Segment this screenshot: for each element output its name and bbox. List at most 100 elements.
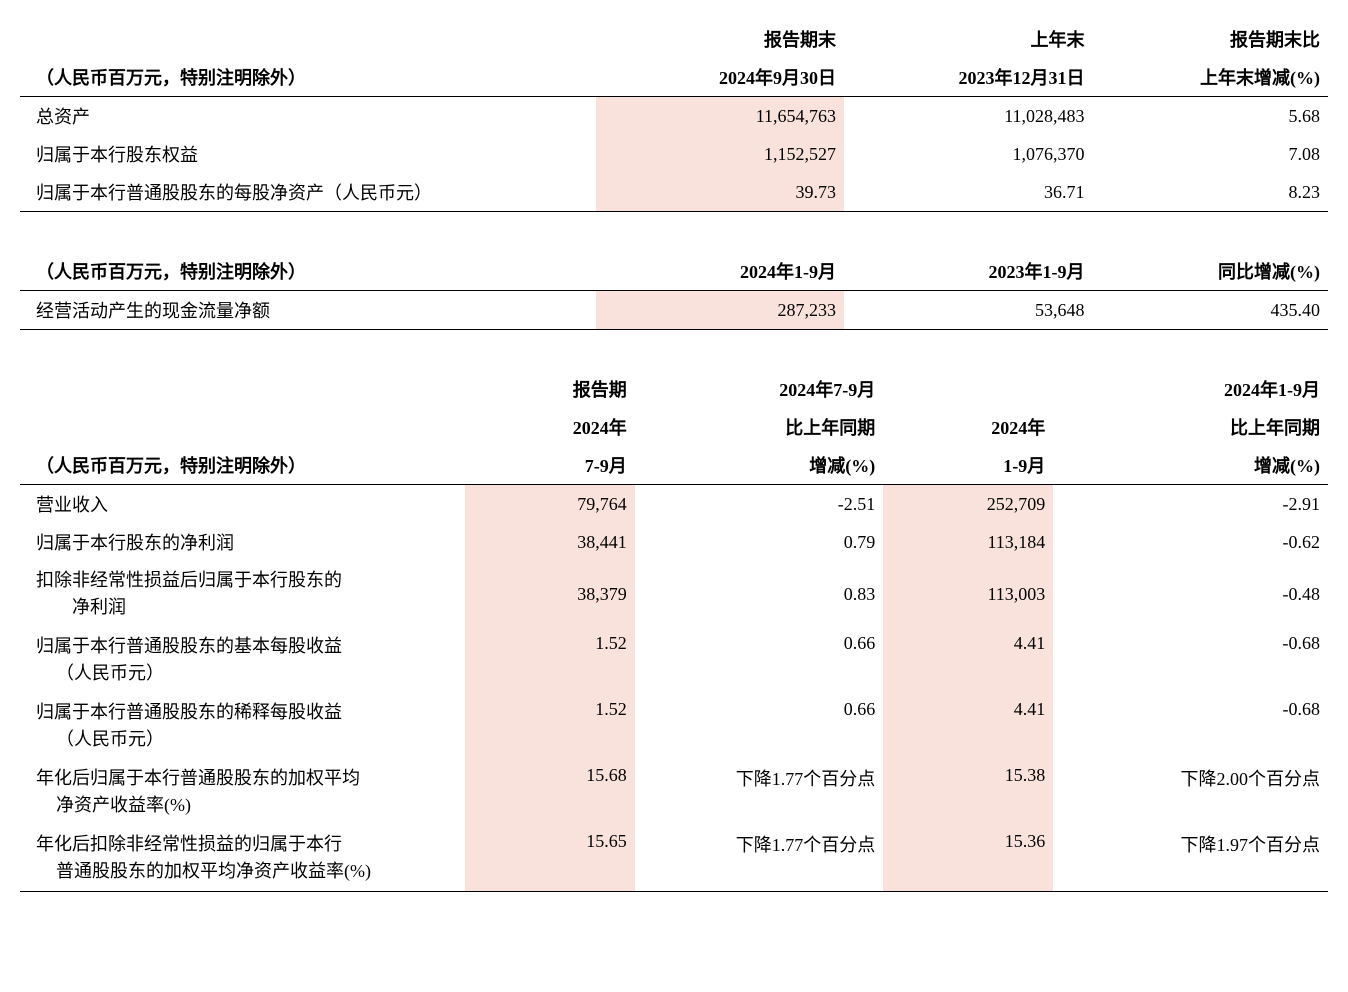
cell-value: 1.52 bbox=[465, 627, 635, 693]
cell-value: -0.68 bbox=[1053, 627, 1328, 693]
col-header: 2024年 bbox=[465, 408, 635, 446]
cell-value: 39.73 bbox=[596, 173, 845, 212]
row-label: 经营活动产生的现金流量净额 bbox=[20, 291, 596, 330]
table3-header-row3: （人民币百万元，特别注明除外） 7-9月 增减(%) 1-9月 增减(%) bbox=[20, 446, 1328, 485]
table-row: 营业收入 79,764 -2.51 252,709 -2.91 bbox=[20, 485, 1328, 524]
cell-value: -0.68 bbox=[1053, 693, 1328, 759]
col-header: 报告期末 bbox=[596, 20, 845, 58]
row-label-multiline: 归属于本行普通股股东的基本每股收益 （人民币元） bbox=[20, 627, 465, 693]
cell-value: 113,003 bbox=[883, 561, 1053, 627]
unit-note: （人民币百万元，特别注明除外） bbox=[20, 252, 596, 291]
cell-value: 53,648 bbox=[844, 291, 1093, 330]
cell-value: 79,764 bbox=[465, 485, 635, 524]
cell-value: 4.41 bbox=[883, 693, 1053, 759]
spacer bbox=[20, 212, 1328, 252]
cell-value: -0.62 bbox=[1053, 523, 1328, 561]
table-row: 经营活动产生的现金流量净额 287,233 53,648 435.40 bbox=[20, 291, 1328, 330]
col-header: 报告期末比 bbox=[1093, 20, 1328, 58]
row-label-line1: 归属于本行普通股股东的稀释每股收益 bbox=[36, 702, 342, 722]
empty-cell bbox=[20, 408, 465, 446]
cell-value: 下降2.00个百分点 bbox=[1053, 759, 1328, 825]
row-label-line2: 净利润 bbox=[36, 594, 126, 621]
cell-value: 5.68 bbox=[1093, 97, 1328, 136]
unit-note: （人民币百万元，特别注明除外） bbox=[20, 58, 596, 97]
col-date: 2023年1-9月 bbox=[844, 252, 1093, 291]
table1-header-row2: （人民币百万元，特别注明除外） 2024年9月30日 2023年12月31日 上… bbox=[20, 58, 1328, 97]
cell-value: 0.66 bbox=[635, 693, 884, 759]
cell-value: 15.36 bbox=[883, 825, 1053, 892]
cell-value: 15.38 bbox=[883, 759, 1053, 825]
cell-value: 11,028,483 bbox=[844, 97, 1093, 136]
row-label-multiline: 归属于本行普通股股东的稀释每股收益 （人民币元） bbox=[20, 693, 465, 759]
col-date: 2024年1-9月 bbox=[596, 252, 845, 291]
col-header: 上年末 bbox=[844, 20, 1093, 58]
row-label-line2: 净资产收益率(%) bbox=[36, 792, 191, 819]
col-header: 报告期 bbox=[465, 370, 635, 408]
unit-note: （人民币百万元，特别注明除外） bbox=[20, 446, 465, 485]
table1-header-row1: 报告期末 上年末 报告期末比 bbox=[20, 20, 1328, 58]
spacer bbox=[20, 330, 1328, 370]
table3-header-row1: 报告期 2024年7-9月 2024年1-9月 bbox=[20, 370, 1328, 408]
cell-value: 287,233 bbox=[596, 291, 845, 330]
col-header: 2024年1-9月 bbox=[1053, 370, 1328, 408]
row-label-line1: 年化后归属于本行普通股股东的加权平均 bbox=[36, 768, 360, 788]
cell-value: 8.23 bbox=[1093, 173, 1328, 212]
col-header: 比上年同期 bbox=[635, 408, 884, 446]
row-label-line1: 归属于本行普通股股东的基本每股收益 bbox=[36, 636, 342, 656]
cell-value: 0.66 bbox=[635, 627, 884, 693]
cell-value: -2.91 bbox=[1053, 485, 1328, 524]
cell-value: 113,184 bbox=[883, 523, 1053, 561]
col-date: 上年末增减(%) bbox=[1093, 58, 1328, 97]
cell-value: 36.71 bbox=[844, 173, 1093, 212]
cell-value: -2.51 bbox=[635, 485, 884, 524]
empty-cell bbox=[20, 370, 465, 408]
col-header: 1-9月 bbox=[883, 446, 1053, 485]
cell-value: 11,654,763 bbox=[596, 97, 845, 136]
cell-value: 15.68 bbox=[465, 759, 635, 825]
cell-value: 38,379 bbox=[465, 561, 635, 627]
row-label-line1: 年化后扣除非经常性损益的归属于本行 bbox=[36, 834, 342, 854]
table-row: 归属于本行普通股股东的每股净资产（人民币元） 39.73 36.71 8.23 bbox=[20, 173, 1328, 212]
cell-value: 435.40 bbox=[1093, 291, 1328, 330]
cell-value: 38,441 bbox=[465, 523, 635, 561]
table-row: 归属于本行股东权益 1,152,527 1,076,370 7.08 bbox=[20, 135, 1328, 173]
empty-cell bbox=[20, 20, 596, 58]
row-label-multiline: 年化后扣除非经常性损益的归属于本行 普通股股东的加权平均净资产收益率(%) bbox=[20, 825, 465, 892]
cell-value: 下降1.97个百分点 bbox=[1053, 825, 1328, 892]
cell-value: 1,076,370 bbox=[844, 135, 1093, 173]
row-label-line2: 普通股股东的加权平均净资产收益率(%) bbox=[36, 858, 371, 885]
row-label-multiline: 扣除非经常性损益后归属于本行股东的 净利润 bbox=[20, 561, 465, 627]
col-header: 比上年同期 bbox=[1053, 408, 1328, 446]
row-label-line2: （人民币元） bbox=[36, 660, 164, 687]
financial-report-page: 报告期末 上年末 报告期末比 （人民币百万元，特别注明除外） 2024年9月30… bbox=[20, 20, 1328, 892]
cell-value: 15.65 bbox=[465, 825, 635, 892]
row-label: 归属于本行股东权益 bbox=[20, 135, 596, 173]
col-header: 增减(%) bbox=[1053, 446, 1328, 485]
row-label-line2: （人民币元） bbox=[36, 726, 164, 753]
cell-value: 下降1.77个百分点 bbox=[635, 825, 884, 892]
cell-value: 1.52 bbox=[465, 693, 635, 759]
cell-value: -0.48 bbox=[1053, 561, 1328, 627]
col-date: 同比增减(%) bbox=[1093, 252, 1328, 291]
col-header: 7-9月 bbox=[465, 446, 635, 485]
table3-header-row2: 2024年 比上年同期 2024年 比上年同期 bbox=[20, 408, 1328, 446]
row-label: 总资产 bbox=[20, 97, 596, 136]
table-row: 总资产 11,654,763 11,028,483 5.68 bbox=[20, 97, 1328, 136]
cell-value: 0.83 bbox=[635, 561, 884, 627]
col-header: 2024年7-9月 bbox=[635, 370, 884, 408]
row-label: 归属于本行普通股股东的每股净资产（人民币元） bbox=[20, 173, 596, 212]
cell-value: 252,709 bbox=[883, 485, 1053, 524]
cell-value: 7.08 bbox=[1093, 135, 1328, 173]
row-label: 营业收入 bbox=[20, 485, 465, 524]
col-header: 增减(%) bbox=[635, 446, 884, 485]
table-cashflow: （人民币百万元，特别注明除外） 2024年1-9月 2023年1-9月 同比增减… bbox=[20, 252, 1328, 330]
row-label-multiline: 年化后归属于本行普通股股东的加权平均 净资产收益率(%) bbox=[20, 759, 465, 825]
empty-cell bbox=[883, 370, 1053, 408]
row-label-line1: 扣除非经常性损益后归属于本行股东的 bbox=[36, 570, 342, 590]
col-date: 2024年9月30日 bbox=[596, 58, 845, 97]
cell-value: 下降1.77个百分点 bbox=[635, 759, 884, 825]
cell-value: 0.79 bbox=[635, 523, 884, 561]
row-label: 归属于本行股东的净利润 bbox=[20, 523, 465, 561]
table2-header-row: （人民币百万元，特别注明除外） 2024年1-9月 2023年1-9月 同比增减… bbox=[20, 252, 1328, 291]
col-date: 2023年12月31日 bbox=[844, 58, 1093, 97]
